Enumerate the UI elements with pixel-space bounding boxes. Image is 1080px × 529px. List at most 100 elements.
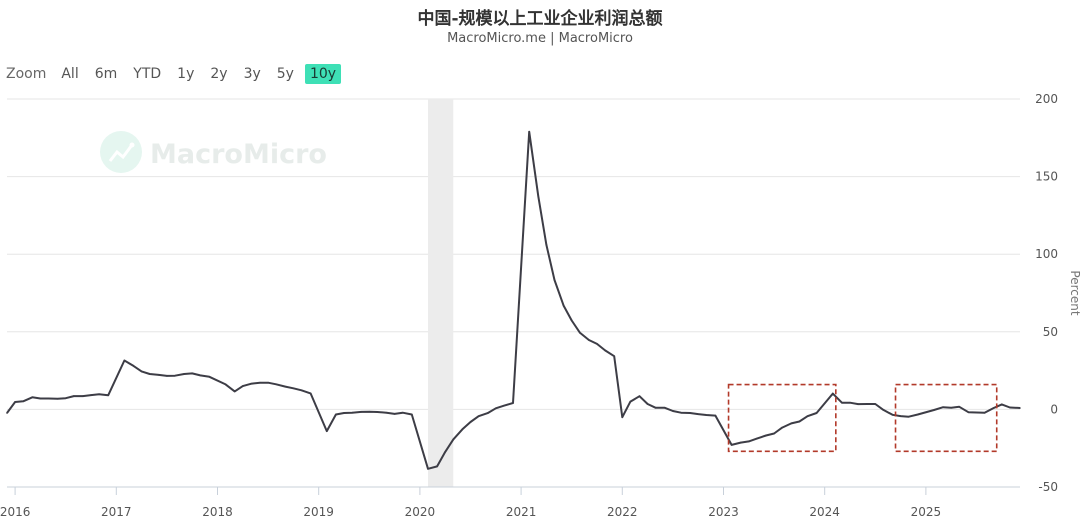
data-point (233, 390, 236, 393)
y-axis: 200 150 100 50 0 -50 (1035, 92, 1058, 494)
data-point (942, 406, 944, 409)
data-point (765, 434, 767, 437)
data-point (528, 130, 530, 133)
data-point (570, 319, 573, 322)
data-point (224, 383, 227, 386)
data-point (368, 410, 371, 413)
data-point (107, 394, 109, 397)
shaded-period (427, 99, 454, 487)
data-point (629, 400, 632, 403)
range-button-1y[interactable]: 1y (177, 66, 195, 82)
data-point (191, 372, 193, 375)
x-tick-label: 2017 (101, 505, 132, 519)
data-point (183, 373, 185, 375)
data-point (393, 413, 396, 415)
data-point (621, 416, 624, 419)
data-point (967, 411, 970, 414)
data-point (781, 426, 783, 429)
range-button-5y[interactable]: 5y (276, 66, 294, 82)
data-point (123, 359, 126, 362)
data-point (798, 420, 801, 423)
range-button-all[interactable]: All (61, 66, 79, 82)
data-point (756, 437, 758, 440)
data-point (849, 401, 851, 404)
data-point (174, 374, 176, 377)
data-point (553, 279, 556, 281)
data-point (899, 415, 902, 417)
data-point (697, 413, 699, 415)
data-point (613, 355, 615, 358)
data-point (64, 397, 67, 400)
data-point (267, 381, 269, 384)
data-point (242, 385, 244, 387)
data-point (596, 343, 598, 345)
data-point (891, 414, 894, 416)
y-tick-label: 150 (1035, 170, 1058, 184)
data-point (436, 465, 438, 468)
data-point (790, 422, 793, 425)
data-point (14, 401, 16, 403)
data-point (326, 430, 328, 432)
x-tick-label: 2019 (303, 505, 334, 519)
y-tick-label: 100 (1035, 247, 1058, 261)
series-layer (6, 130, 1021, 470)
range-button-ytd[interactable]: YTD (133, 66, 162, 82)
range-selector: Zoom All 6m YTD 1y 2y 3y 5y 10y (6, 62, 347, 86)
chart-logo-icon (100, 131, 142, 173)
x-tick-label: 2021 (506, 505, 537, 519)
y-tick-label: 200 (1035, 92, 1058, 106)
range-button-6m[interactable]: 6m (94, 66, 118, 82)
range-button-3y[interactable]: 3y (243, 66, 261, 82)
x-axis: 2016 2017 2018 2019 2020 2021 2022 2023 2024 2025 (0, 486, 1020, 519)
data-point (917, 413, 919, 416)
data-point (545, 244, 548, 246)
data-point (275, 383, 278, 386)
data-point (975, 411, 978, 414)
data-point (132, 365, 135, 367)
data-point (739, 441, 742, 444)
y-axis-label: Percent (1068, 270, 1080, 315)
data-point (672, 410, 674, 412)
data-point (857, 403, 859, 405)
data-point (300, 389, 303, 392)
data-point (56, 398, 59, 400)
highlight-boxes (727, 383, 998, 453)
data-point (866, 403, 868, 405)
x-tick-label: 2024 (809, 505, 840, 519)
data-point (680, 411, 682, 414)
y-tick-label: -50 (1038, 480, 1058, 494)
range-button-10y[interactable]: 10y (304, 64, 342, 84)
data-point (376, 411, 379, 413)
chart-title: 中国-规模以上工业企业利润总额 (417, 9, 663, 29)
data-point (806, 415, 809, 418)
data-point (503, 404, 505, 407)
x-tick-label: 2023 (708, 505, 739, 519)
data-point (730, 444, 733, 446)
data-point (444, 451, 447, 453)
data-point (477, 415, 480, 418)
data-point (512, 402, 514, 404)
data-point (469, 421, 472, 423)
data-point (832, 392, 834, 395)
data-point (31, 396, 34, 399)
x-tick-label: 2025 (911, 505, 942, 519)
data-point (22, 400, 25, 403)
data-point (664, 407, 666, 409)
data-point (562, 304, 565, 307)
data-point (158, 374, 160, 376)
data-point (309, 392, 312, 395)
data-point (1009, 406, 1011, 409)
data-point (39, 397, 42, 400)
x-tick-label: 2022 (607, 505, 638, 519)
data-point (495, 407, 497, 410)
data-point (351, 411, 353, 414)
data-point (360, 411, 363, 413)
data-point (950, 407, 952, 409)
data-point (773, 432, 775, 435)
data-point (411, 413, 413, 416)
data-point (689, 412, 691, 414)
range-button-2y[interactable]: 2y (210, 66, 228, 82)
watermark-text: MacroMicro (150, 139, 327, 170)
data-point (638, 395, 641, 398)
